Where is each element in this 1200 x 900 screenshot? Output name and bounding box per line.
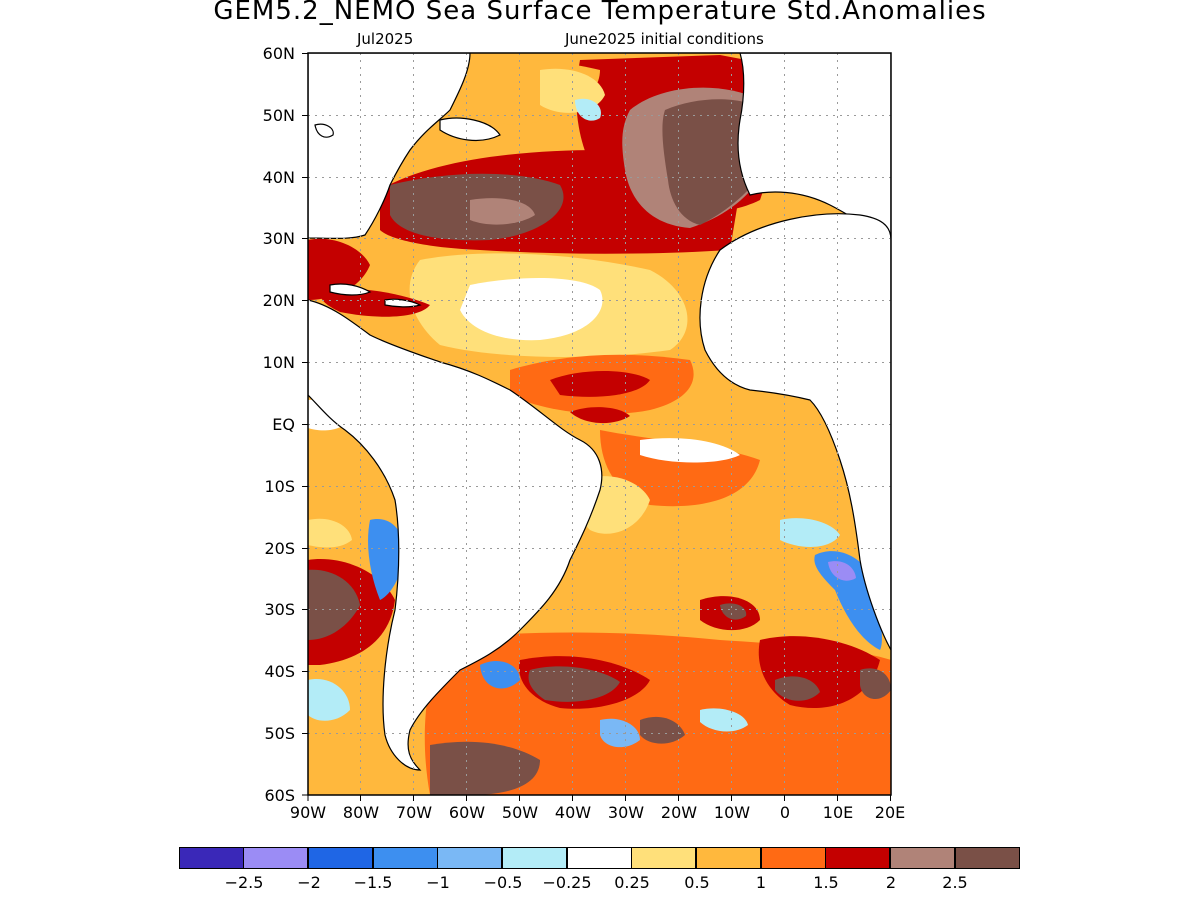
benguela-violet-patch — [828, 561, 856, 581]
lon-label: 90W — [289, 803, 327, 822]
colorbar-swatch — [696, 847, 761, 869]
lon-label: 50W — [501, 803, 539, 822]
lat-label: 30S — [264, 600, 295, 619]
lat-label: 40S — [264, 662, 295, 681]
se-pacific-cyan-patch — [308, 679, 350, 721]
lat-label: 60S — [264, 786, 295, 805]
south-america-land — [308, 299, 603, 771]
lon-label: 80W — [342, 803, 380, 822]
colorbar-swatch — [890, 847, 955, 869]
e-pacific-yellow-patch — [308, 518, 352, 548]
gulf-of-mexico-red-patch — [308, 238, 370, 300]
colorbar-label: −0.5 — [483, 873, 523, 892]
colorbar-swatch — [437, 847, 502, 869]
graticule — [308, 53, 891, 795]
lat-label: EQ — [272, 415, 295, 434]
colorbar-label: 0.25 — [614, 873, 650, 892]
great-lakes-outline — [314, 123, 334, 138]
colorbar-label: 2.5 — [942, 873, 968, 892]
hispaniola-island — [384, 298, 422, 308]
colorbar-swatch — [243, 847, 308, 869]
south-east-cyan-eddy — [700, 708, 748, 732]
lat-label: 50S — [264, 724, 295, 743]
anomaly-field — [308, 53, 891, 795]
colorbar-label: 1.5 — [813, 873, 839, 892]
initial-conditions: June2025 initial conditions — [565, 30, 764, 48]
axis-ticks — [302, 53, 891, 801]
lon-label: 40W — [554, 803, 592, 822]
south-east-brown-eddy — [775, 676, 820, 701]
north-america-land — [308, 53, 471, 239]
colorbar-swatch — [761, 847, 826, 869]
colorbar-label: 1 — [755, 873, 767, 892]
colorbar-swatch — [502, 847, 567, 869]
humboldt-blue-region — [368, 519, 405, 600]
colorbar-swatch — [179, 847, 244, 869]
lat-label: 20S — [264, 539, 295, 558]
lat-label: 10S — [264, 477, 295, 496]
south-atlantic-blue-eddy — [480, 660, 520, 689]
subtropical-neutral-region — [460, 278, 603, 341]
colorbar-swatch — [631, 847, 696, 869]
lon-label: 20E — [874, 803, 906, 822]
gulf-stream-gray-patch — [470, 198, 535, 225]
lat-label: 40N — [262, 168, 295, 187]
colorbar-label: −1 — [426, 873, 450, 892]
lat-label: 20N — [262, 291, 295, 310]
lon-label: 10E — [822, 803, 854, 822]
africa-land — [699, 213, 891, 651]
south-central-light-blue-eddy — [600, 718, 640, 748]
lon-label: 60W — [448, 803, 486, 822]
forecast-month: Jul2025 — [357, 30, 414, 48]
se-pacific-brown-core — [308, 569, 360, 640]
lon-label: 70W — [395, 803, 433, 822]
sst-anomaly-map — [302, 52, 892, 801]
lat-label: 50N — [262, 106, 295, 125]
colorbar-swatch — [373, 847, 438, 869]
lat-label: 60N — [262, 44, 295, 63]
lon-label: 20W — [660, 803, 698, 822]
colorbar-label: −0.25 — [542, 873, 592, 892]
southern-ocean-brown-core — [528, 666, 620, 702]
lon-label: 0 — [779, 803, 791, 822]
lon-label: 30W — [607, 803, 645, 822]
colorbar-label: −2 — [297, 873, 321, 892]
colorbar-label: −1.5 — [353, 873, 393, 892]
colorbar-swatch — [955, 847, 1020, 869]
colorbar — [179, 847, 1021, 869]
colorbar-label: −2.5 — [224, 873, 264, 892]
colorbar-label: 2 — [885, 873, 897, 892]
colorbar-swatch — [308, 847, 373, 869]
colorbar-swatch — [567, 847, 632, 869]
far-southeast-brown-patch — [860, 668, 891, 700]
colorbar-label: 0.5 — [684, 873, 710, 892]
equatorial-red-patch — [570, 407, 630, 424]
land-masses — [308, 53, 891, 771]
south-atlantic-brown-eddy — [720, 603, 747, 620]
map-title: GEM5.2_NEMO Sea Surface Temperature Std.… — [213, 0, 987, 26]
drake-passage-brown-region — [430, 741, 540, 795]
lon-label: 10W — [713, 803, 751, 822]
equatorial-neutral-patch — [640, 438, 740, 463]
south-central-brown-eddy — [640, 716, 685, 744]
lat-label: 30N — [262, 229, 295, 248]
angola-cyan-patch — [780, 518, 840, 547]
lat-label: 10N — [262, 353, 295, 372]
colorbar-swatch — [825, 847, 890, 869]
newfoundland-island — [439, 117, 501, 141]
